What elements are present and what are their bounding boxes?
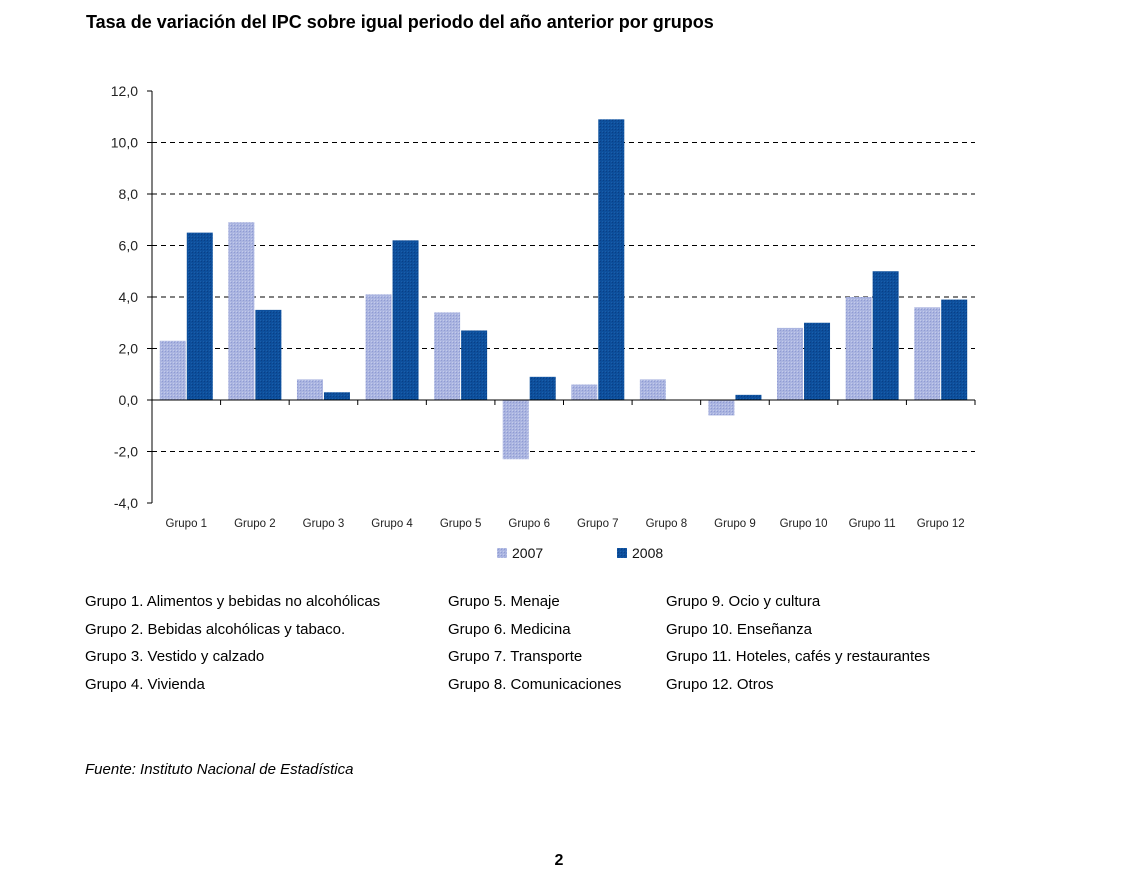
x-tick-label: Grupo 2	[234, 518, 276, 530]
x-tick-label: Grupo 10	[780, 518, 828, 530]
y-tick-label: 10,0	[111, 135, 138, 151]
bar-2007-12	[914, 307, 941, 400]
note-grupo-5: Grupo 5. Menaje	[448, 593, 560, 610]
x-tick-label: Grupo 7	[577, 518, 619, 530]
x-tick-label: Grupo 11	[849, 518, 896, 530]
y-tick-label: 8,0	[119, 186, 139, 202]
notes-column-3: Grupo 9. Ocio y cultura Grupo 10. Enseña…	[666, 593, 930, 704]
x-tick-label: Grupo 12	[917, 518, 965, 530]
bar-2007-8	[639, 379, 666, 400]
bar-2007-5	[434, 312, 461, 400]
gridlines	[152, 142, 975, 452]
page-number: 2	[554, 852, 564, 869]
note-grupo-3: Grupo 3. Vestido y calzado	[85, 648, 265, 666]
note-grupo-2: Grupo 2. Bebidas alcohólicas y tabaco.	[85, 620, 346, 638]
bar-2008-5	[461, 330, 488, 400]
x-tick-label: Grupo 9	[714, 518, 756, 530]
bar-2008-1	[186, 232, 213, 400]
source-note: Fuente: Instituto Nacional de Estadístic…	[85, 761, 354, 778]
bar-2008-9	[735, 394, 762, 400]
legend-label-2007: 2007	[512, 545, 543, 561]
bar-2008-6	[529, 376, 556, 400]
x-axis: Grupo 1 Grupo 2 Grupo 3 Grupo 4 Grupo 5 Grupo…	[147, 90, 976, 530]
note-grupo-12: Grupo 12. Otros	[666, 676, 774, 694]
bar-2008-3	[323, 392, 350, 400]
bar-2007-10	[777, 327, 804, 400]
x-tick-label: Grupo 6	[508, 518, 550, 530]
y-tick-label: 4,0	[119, 289, 139, 305]
y-tick-label: 6,0	[119, 238, 139, 254]
note-grupo-9: Grupo 9. Ocio y cultura	[666, 593, 821, 610]
legend-label-2008: 2008	[632, 545, 663, 561]
bars	[159, 119, 968, 460]
legend: 2007 2008	[497, 545, 663, 561]
legend-swatch-2007	[497, 548, 507, 558]
bar-2008-2	[255, 309, 282, 400]
legend-swatch-2008	[617, 548, 627, 558]
x-tick-label: Grupo 4	[371, 518, 413, 530]
x-tick-label: Grupo 8	[646, 518, 688, 530]
note-grupo-10: Grupo 10. Enseñanza	[666, 620, 812, 638]
bar-2007-11	[845, 297, 872, 400]
bar-2007-1	[159, 340, 186, 400]
x-tick-label: Grupo 3	[303, 518, 345, 530]
bar-2008-11	[872, 271, 899, 400]
y-tick-label: -4,0	[114, 495, 138, 511]
chart-title: Tasa de variación del IPC sobre igual pe…	[86, 12, 714, 32]
x-tick-label: Grupo 1	[166, 518, 208, 530]
note-grupo-1: Grupo 1. Alimentos y bebidas no alcohóli…	[85, 593, 381, 610]
y-tick-label: 2,0	[119, 341, 139, 357]
x-tick-label: Grupo 5	[440, 518, 482, 530]
y-tick-label: 12,0	[111, 83, 138, 99]
bar-2008-4	[392, 240, 419, 400]
y-tick-label: -2,0	[114, 444, 138, 460]
notes-column-2: Grupo 5. Menaje Grupo 6. Medicina Grupo …	[448, 593, 621, 704]
note-grupo-11: Grupo 11. Hoteles, cafés y restaurantes	[666, 648, 931, 666]
bar-2008-7	[598, 119, 625, 400]
note-grupo-4: Grupo 4. Vivienda	[85, 676, 205, 694]
bar-2007-4	[365, 294, 392, 400]
y-tick-label: 0,0	[119, 392, 139, 408]
bar-2007-7	[571, 384, 598, 400]
bar-2008-12	[941, 299, 968, 400]
bar-2007-3	[296, 379, 323, 400]
bar-2007-6	[502, 400, 529, 460]
bar-2007-2	[228, 222, 255, 400]
note-grupo-6: Grupo 6. Medicina	[448, 620, 571, 638]
y-axis: 12,0 10,0 8,0 6,0 4,0 2,0 0,0 -2,0 -4,0	[111, 83, 138, 511]
notes-column-1: Grupo 1. Alimentos y bebidas no alcohóli…	[85, 593, 380, 704]
note-grupo-7: Grupo 7. Transporte	[448, 648, 583, 666]
note-grupo-8: Grupo 8. Comunicaciones	[448, 676, 622, 694]
bar-2007-9	[708, 400, 735, 416]
bar-2008-10	[804, 322, 831, 400]
